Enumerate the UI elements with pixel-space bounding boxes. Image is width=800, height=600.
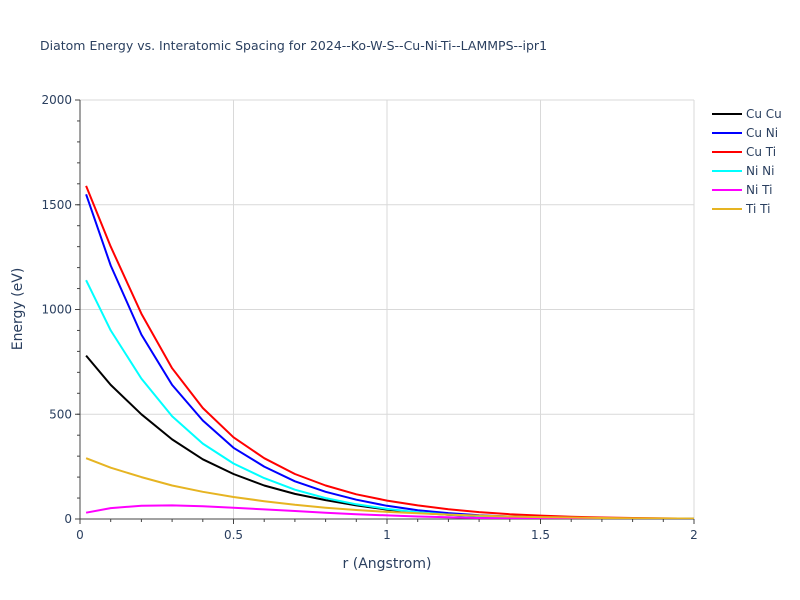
legend-item[interactable]: Cu Ni [712, 126, 778, 140]
series-line-ni-ni [85, 279, 694, 519]
legend-label: Cu Ti [746, 145, 776, 159]
legend-label: Ni Ni [746, 164, 774, 178]
series-line-cu-cu [85, 354, 694, 519]
legend-label: Ti Ti [745, 202, 770, 216]
legend-item[interactable]: Ni Ni [712, 164, 774, 178]
series-line-cu-ti [85, 185, 694, 519]
legend-item[interactable]: Ti Ti [712, 202, 770, 216]
y-tick-label: 2000 [41, 93, 72, 107]
series-line-cu-ni [85, 193, 694, 519]
x-tick-label: 0.5 [224, 528, 243, 542]
y-tick-label: 1000 [41, 303, 72, 317]
legend-item[interactable]: Cu Cu [712, 107, 782, 121]
legend-label: Ni Ti [746, 183, 772, 197]
x-tick-label: 1.5 [531, 528, 550, 542]
series-layer [85, 185, 694, 519]
y-tick-label: 1500 [41, 198, 72, 212]
axes-layer: 0 0.5 1 1.5 2 0 500 1000 1500 2000 [41, 93, 697, 542]
y-axis-label: Energy (eV) [10, 268, 26, 351]
legend-item[interactable]: Cu Ti [712, 145, 776, 159]
legend-label: Cu Ni [746, 126, 778, 140]
x-tick-label: 1 [383, 528, 391, 542]
legend-label: Cu Cu [746, 107, 782, 121]
x-tick-label: 0 [76, 528, 84, 542]
x-tick-label: 2 [690, 528, 698, 542]
legend-item[interactable]: Ni Ti [712, 183, 772, 197]
y-tick-label: 0 [64, 512, 72, 526]
y-tick-label: 500 [49, 407, 72, 421]
chart-title: Diatom Energy vs. Interatomic Spacing fo… [40, 38, 547, 53]
x-axis-label: r (Angstrom) [343, 556, 432, 572]
legend: Cu Cu Cu Ni Cu Ti Ni Ni Ni Ti Ti Ti [712, 107, 782, 216]
grid-layer [79, 99, 695, 519]
series-line-ti-ti [85, 457, 694, 519]
